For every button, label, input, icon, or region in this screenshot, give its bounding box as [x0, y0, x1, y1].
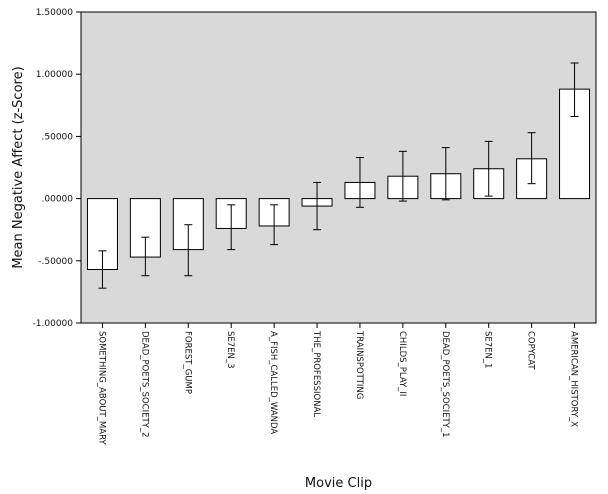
error-bar [141, 236, 150, 277]
error-bar [313, 181, 322, 231]
error-bar [527, 132, 536, 185]
y-tick-label: .50000 [42, 132, 74, 142]
x-tick-label: SE7EN_1 [483, 331, 493, 369]
error-bar [441, 147, 450, 201]
x-tick-label: TRAINSPOTTING [354, 330, 364, 399]
y-tick-label: .00000 [42, 195, 74, 205]
y-tick-label: 1.50000 [36, 8, 73, 18]
x-tick-label: DEAD_POETS_SOCIETY_1 [440, 331, 450, 438]
error-bar [184, 224, 193, 277]
x-axis: SOMETHING_ABOUT_MARY DEAD_POETS_SOCIETY_2… [96, 323, 579, 445]
error-bar [98, 250, 107, 289]
error-bar [270, 204, 279, 246]
x-tick-label: SE7EN_3 [225, 331, 235, 369]
y-tick-label: -.50000 [38, 257, 73, 267]
x-tick-label: CHILDS_PLAY_II [397, 331, 407, 396]
bars [86, 88, 591, 271]
error-bar [484, 140, 493, 197]
plot-area [80, 11, 597, 324]
y-tick-label: 1.00000 [36, 70, 73, 80]
x-tick-label: A_FISH_CALLED_WANDA [268, 331, 278, 434]
error-bar [570, 62, 579, 117]
error-bars [98, 62, 579, 289]
x-tick-label: SOMETHING_ABOUT_MARY [96, 331, 106, 445]
x-tick-label: THE_PROFESSIONAL [311, 330, 321, 417]
y-tick-label: -1.00000 [33, 319, 74, 329]
x-axis-title: Movie Clip [305, 476, 372, 491]
error-bar [398, 150, 407, 202]
x-tick-label: FOREST_GUMP [182, 331, 192, 394]
y-axis-title: Mean Negative Affect (z-Score) [11, 66, 26, 268]
x-tick-label: AMERICAN_HISTORY_X [569, 331, 579, 427]
error-bar [355, 157, 364, 208]
x-tick-label: DEAD_POETS_SOCIETY_2 [139, 331, 149, 438]
error-bar [227, 204, 236, 251]
x-tick-label: COPYCAT [526, 331, 536, 370]
y-axis: -1.00000 -.50000 .00000 .50000 1.00000 1.5000… [33, 8, 81, 329]
